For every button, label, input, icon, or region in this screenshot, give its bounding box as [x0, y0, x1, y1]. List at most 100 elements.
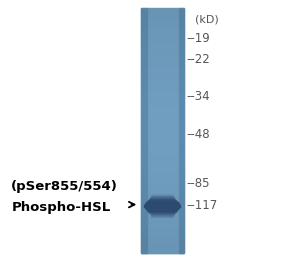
Bar — [142, 110, 147, 111]
Bar — [179, 117, 184, 118]
Bar — [179, 215, 184, 216]
Bar — [179, 241, 184, 242]
Bar — [142, 164, 147, 165]
Bar — [142, 101, 147, 102]
Bar — [142, 9, 147, 10]
Bar — [142, 214, 184, 215]
Bar — [142, 108, 147, 109]
Bar — [179, 84, 184, 85]
Bar — [142, 202, 147, 203]
Bar — [142, 186, 147, 187]
Bar — [142, 228, 147, 229]
Bar — [179, 26, 184, 27]
Bar — [142, 104, 184, 105]
Bar — [142, 46, 184, 47]
Bar — [142, 212, 184, 213]
Bar — [142, 105, 184, 106]
Text: --34: --34 — [186, 90, 210, 103]
Bar — [142, 27, 147, 29]
Bar — [142, 72, 184, 73]
Bar — [142, 129, 147, 130]
Bar — [179, 81, 184, 82]
Bar — [179, 200, 184, 201]
Bar — [179, 213, 184, 214]
Bar — [147, 210, 177, 211]
Bar — [179, 47, 184, 48]
Bar — [179, 201, 184, 202]
Bar — [142, 84, 184, 85]
Bar — [142, 220, 184, 221]
Bar — [179, 63, 184, 64]
Bar — [179, 222, 184, 223]
Bar — [145, 204, 179, 205]
Bar — [179, 92, 184, 93]
Bar — [179, 226, 184, 227]
Bar — [179, 77, 184, 78]
Bar — [179, 55, 184, 56]
Bar — [142, 37, 147, 38]
Bar — [179, 180, 184, 181]
Bar — [142, 26, 184, 27]
Bar — [142, 182, 147, 183]
Bar — [142, 120, 147, 121]
Bar — [179, 115, 184, 116]
Bar — [179, 87, 184, 88]
Bar — [142, 158, 184, 159]
Bar — [179, 104, 184, 105]
Bar — [142, 223, 147, 224]
Bar — [142, 14, 184, 15]
Bar — [179, 94, 184, 95]
Bar — [179, 51, 184, 52]
Bar — [142, 171, 147, 172]
Bar — [142, 16, 147, 17]
Bar — [142, 198, 147, 199]
Bar — [142, 93, 147, 94]
Bar — [179, 212, 184, 213]
Bar — [142, 99, 184, 100]
Bar — [146, 202, 178, 203]
Bar — [142, 56, 147, 57]
Bar — [142, 155, 184, 156]
Bar — [142, 82, 147, 83]
Bar — [142, 144, 147, 145]
Bar — [142, 26, 147, 27]
Bar — [142, 185, 184, 186]
Bar — [142, 41, 147, 42]
Bar — [142, 114, 147, 115]
Bar — [179, 141, 184, 142]
Bar — [142, 199, 184, 200]
Bar — [142, 47, 147, 48]
Text: --19: --19 — [186, 32, 210, 45]
Bar — [179, 105, 184, 106]
Bar — [142, 126, 147, 127]
Bar — [179, 190, 184, 191]
Bar — [142, 229, 147, 230]
Bar — [142, 44, 147, 45]
Bar — [179, 155, 184, 156]
Bar — [142, 88, 147, 89]
Bar — [142, 214, 147, 215]
Bar — [142, 114, 184, 115]
Bar — [142, 243, 184, 244]
Bar — [179, 97, 184, 98]
Bar — [179, 71, 184, 72]
Bar — [179, 151, 184, 152]
Bar — [179, 139, 184, 140]
Bar — [142, 87, 147, 88]
Bar — [142, 170, 184, 171]
Bar — [142, 91, 184, 92]
Bar — [142, 138, 184, 139]
Bar — [179, 164, 184, 165]
Bar — [142, 211, 184, 212]
Bar — [149, 199, 175, 200]
Bar — [142, 131, 184, 132]
Bar — [142, 49, 184, 50]
Bar — [179, 58, 184, 59]
Bar — [179, 50, 184, 51]
Bar — [142, 201, 184, 202]
Bar — [179, 111, 184, 112]
Bar — [142, 102, 147, 103]
Bar — [142, 43, 184, 44]
Bar — [142, 109, 184, 110]
Bar — [142, 150, 184, 151]
